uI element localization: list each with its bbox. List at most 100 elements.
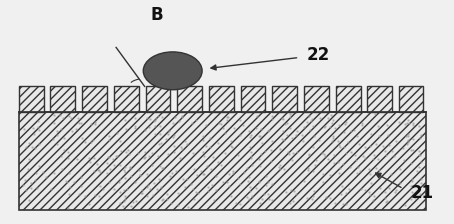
Point bbox=[139, 188, 146, 192]
Point bbox=[395, 120, 402, 124]
Point bbox=[243, 166, 250, 170]
Point bbox=[358, 121, 365, 125]
Point bbox=[145, 183, 152, 186]
Point bbox=[229, 146, 236, 149]
Point bbox=[159, 197, 166, 200]
Point bbox=[230, 171, 237, 174]
Point bbox=[154, 154, 161, 158]
Point bbox=[169, 121, 176, 125]
Point bbox=[380, 144, 387, 148]
Point bbox=[305, 153, 312, 156]
Point bbox=[288, 137, 296, 140]
Point bbox=[383, 123, 390, 127]
Point bbox=[408, 177, 415, 181]
Point bbox=[142, 150, 149, 153]
Point bbox=[31, 178, 39, 181]
Point bbox=[223, 116, 230, 119]
Point bbox=[371, 113, 378, 116]
Point bbox=[207, 167, 215, 171]
Point bbox=[289, 199, 296, 202]
Point bbox=[276, 147, 284, 151]
Point bbox=[119, 204, 126, 207]
Point bbox=[328, 139, 336, 142]
Point bbox=[225, 172, 232, 175]
Point bbox=[336, 123, 343, 127]
Point bbox=[311, 134, 318, 137]
Point bbox=[156, 177, 163, 181]
Point bbox=[372, 166, 380, 170]
Point bbox=[401, 123, 409, 126]
Bar bbox=[367, 86, 392, 112]
Point bbox=[306, 153, 313, 157]
Point bbox=[170, 144, 177, 148]
Point bbox=[381, 196, 389, 200]
Point bbox=[89, 139, 96, 142]
Point bbox=[418, 178, 425, 181]
Point bbox=[163, 197, 171, 200]
Point bbox=[282, 123, 289, 126]
Point bbox=[361, 156, 369, 160]
Point bbox=[74, 116, 82, 120]
Point bbox=[337, 192, 345, 196]
Point bbox=[258, 141, 265, 145]
Point bbox=[245, 129, 252, 133]
Point bbox=[246, 175, 253, 178]
Point bbox=[215, 121, 222, 124]
Point bbox=[415, 165, 423, 169]
Point bbox=[408, 148, 415, 152]
Point bbox=[56, 113, 63, 117]
Point bbox=[319, 172, 326, 176]
Point bbox=[383, 199, 390, 203]
Point bbox=[107, 167, 114, 171]
Point bbox=[32, 171, 39, 174]
Point bbox=[204, 185, 211, 189]
Point bbox=[110, 163, 117, 166]
Point bbox=[203, 164, 211, 168]
Point bbox=[106, 138, 113, 142]
Point bbox=[135, 168, 143, 172]
Point bbox=[109, 158, 116, 161]
Bar bbox=[177, 86, 202, 112]
Point bbox=[330, 136, 337, 139]
Point bbox=[214, 141, 222, 145]
Point bbox=[81, 140, 89, 144]
Point bbox=[79, 137, 86, 140]
Point bbox=[316, 116, 323, 119]
Point bbox=[253, 186, 260, 190]
Point bbox=[248, 163, 255, 167]
Point bbox=[347, 150, 355, 154]
Point bbox=[290, 151, 297, 155]
Point bbox=[125, 148, 132, 152]
Point bbox=[405, 121, 412, 124]
Point bbox=[25, 198, 32, 201]
Point bbox=[85, 202, 93, 205]
Point bbox=[326, 173, 334, 176]
Point bbox=[200, 155, 207, 158]
Point bbox=[60, 148, 67, 152]
Point bbox=[236, 118, 243, 122]
Point bbox=[286, 127, 294, 130]
Point bbox=[367, 181, 375, 184]
Point bbox=[234, 176, 241, 179]
Point bbox=[116, 190, 123, 194]
Point bbox=[286, 115, 294, 119]
Point bbox=[345, 187, 353, 190]
Point bbox=[122, 165, 129, 168]
Point bbox=[243, 195, 251, 198]
Point bbox=[257, 202, 264, 205]
Point bbox=[258, 198, 266, 201]
Point bbox=[327, 113, 334, 116]
Point bbox=[399, 146, 406, 150]
Point bbox=[264, 180, 271, 184]
Point bbox=[34, 186, 41, 190]
Point bbox=[168, 201, 175, 205]
Point bbox=[66, 185, 74, 189]
Point bbox=[137, 173, 144, 177]
Point bbox=[304, 120, 311, 124]
Point bbox=[203, 123, 210, 127]
Point bbox=[103, 162, 110, 165]
Point bbox=[247, 133, 255, 136]
Point bbox=[416, 136, 424, 139]
Point bbox=[65, 192, 72, 196]
Point bbox=[310, 125, 317, 128]
